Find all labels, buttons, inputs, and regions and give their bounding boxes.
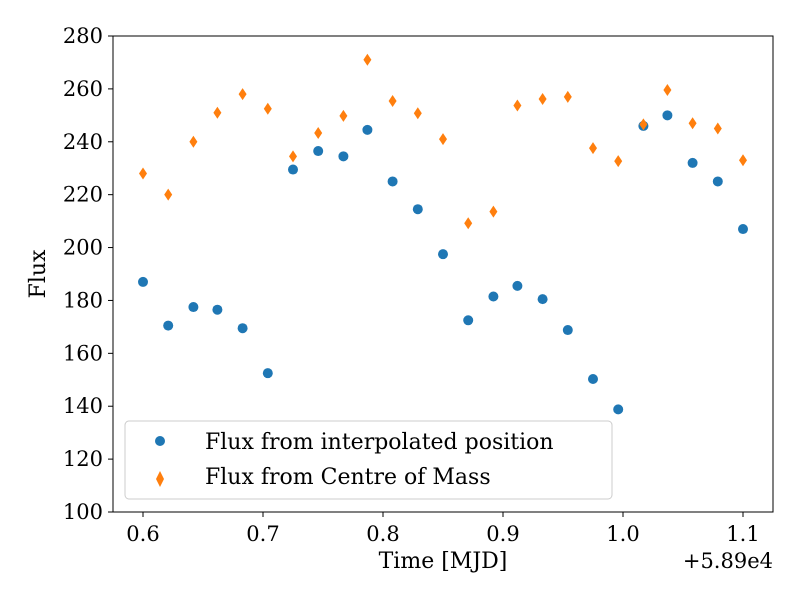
y-tick-label: 180 xyxy=(63,288,103,312)
y-tick-label: 200 xyxy=(63,236,103,260)
data-point-interpolated xyxy=(687,157,698,168)
y-tick-label: 160 xyxy=(63,341,103,365)
data-point-centre-of-mass xyxy=(139,167,147,180)
data-point-centre-of-mass xyxy=(413,107,422,120)
data-point-interpolated xyxy=(738,224,748,235)
data-point-interpolated xyxy=(387,176,398,187)
data-point-interpolated xyxy=(188,302,199,313)
data-point-interpolated xyxy=(338,151,349,162)
y-tick-label: 220 xyxy=(63,183,103,207)
x-axis-label: Time [MJD] xyxy=(379,549,508,574)
data-point-centre-of-mass xyxy=(363,53,372,66)
legend-box xyxy=(124,420,613,500)
data-point-interpolated xyxy=(438,249,448,260)
x-tick-label: 1.0 xyxy=(606,522,639,546)
data-point-interpolated xyxy=(537,294,548,305)
x-tick-label: 1.1 xyxy=(726,522,759,546)
data-point-interpolated xyxy=(463,315,474,326)
y-axis-label: Flux xyxy=(26,249,51,298)
data-point-centre-of-mass xyxy=(314,127,323,140)
y-tick-label: 140 xyxy=(63,394,103,418)
data-point-centre-of-mass xyxy=(688,117,697,130)
data-point-interpolated xyxy=(262,368,273,379)
x-tick-label: 0.8 xyxy=(366,522,399,546)
data-point-interpolated xyxy=(662,110,673,121)
legend-marker-interpolated xyxy=(155,436,165,446)
legend-marker-centre-of-mass xyxy=(156,471,164,487)
data-point-interpolated xyxy=(288,164,298,175)
data-point-interpolated xyxy=(412,204,423,215)
data-point-centre-of-mass xyxy=(289,150,297,163)
x-axis-ticks: 0.6 0.7 0.8 0.9 1.0 1.1 xyxy=(126,512,760,546)
data-point-centre-of-mass xyxy=(663,83,672,96)
data-point-centre-of-mass xyxy=(164,188,173,201)
data-point-centre-of-mass xyxy=(489,205,498,218)
data-point-interpolated xyxy=(512,280,523,291)
data-point-interpolated xyxy=(313,146,324,157)
data-point-centre-of-mass xyxy=(388,95,397,108)
x-tick-label: 0.7 xyxy=(246,522,279,546)
y-axis-ticks: 100 120 140 160 180 200 220 240 260 280 xyxy=(63,24,113,524)
data-point-centre-of-mass xyxy=(339,109,348,122)
data-point-centre-of-mass xyxy=(589,142,597,155)
x-axis-offset-label: +5.89e4 xyxy=(683,549,773,573)
data-point-interpolated xyxy=(138,276,148,287)
legend-label-interpolated: Flux from interpolated position xyxy=(205,430,554,455)
x-tick-label: 0.9 xyxy=(486,522,519,546)
data-point-centre-of-mass xyxy=(213,106,222,119)
data-point-centre-of-mass xyxy=(238,88,247,101)
data-point-interpolated xyxy=(362,124,373,135)
data-point-centre-of-mass xyxy=(739,154,747,167)
data-point-interpolated xyxy=(163,320,174,331)
y-tick-label: 100 xyxy=(63,500,103,524)
data-point-centre-of-mass xyxy=(513,99,522,112)
data-point-centre-of-mass xyxy=(614,155,623,168)
data-point-centre-of-mass xyxy=(563,90,572,103)
legend-label-centre-of-mass: Flux from Centre of Mass xyxy=(205,465,491,490)
data-point-centre-of-mass xyxy=(263,102,272,115)
plot-marks xyxy=(138,53,748,415)
legend: Flux from interpolated position Flux fro… xyxy=(124,420,613,500)
y-tick-label: 120 xyxy=(63,447,103,471)
data-point-interpolated xyxy=(562,325,573,336)
x-tick-label: 0.6 xyxy=(126,522,159,546)
y-tick-label: 260 xyxy=(63,77,103,101)
data-point-centre-of-mass xyxy=(538,92,547,105)
y-tick-label: 280 xyxy=(63,24,103,48)
data-point-centre-of-mass xyxy=(439,133,447,146)
data-point-centre-of-mass xyxy=(464,217,473,230)
data-point-interpolated xyxy=(588,373,598,384)
data-point-interpolated xyxy=(488,291,499,302)
data-point-centre-of-mass xyxy=(713,122,722,135)
data-point-interpolated xyxy=(712,176,723,187)
y-tick-label: 240 xyxy=(63,130,103,154)
data-point-interpolated xyxy=(613,404,624,415)
plot-frame xyxy=(112,35,774,513)
data-point-centre-of-mass xyxy=(189,135,198,148)
data-point-interpolated xyxy=(212,304,223,315)
data-point-interpolated xyxy=(237,323,248,334)
data-point-centre-of-mass xyxy=(639,118,648,131)
